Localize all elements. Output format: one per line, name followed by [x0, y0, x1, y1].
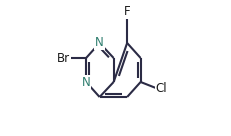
Text: N: N [95, 36, 103, 50]
Text: F: F [123, 5, 130, 18]
Text: N: N [81, 75, 90, 89]
Text: Br: Br [57, 52, 70, 64]
Text: Cl: Cl [155, 81, 167, 95]
